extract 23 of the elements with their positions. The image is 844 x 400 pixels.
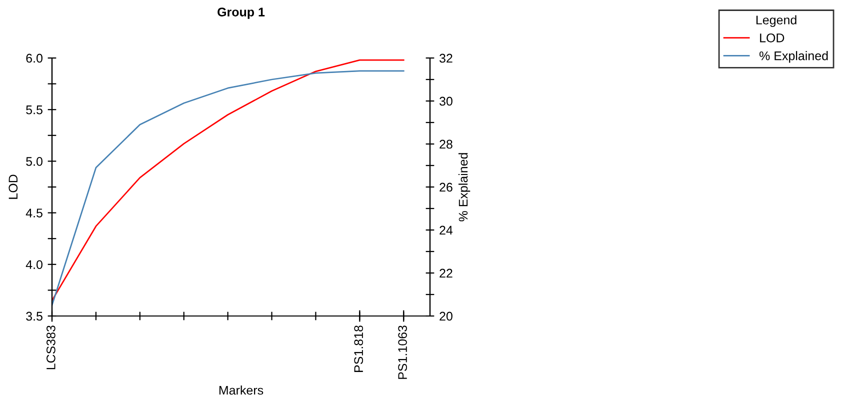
y2-tick-label: 20 <box>440 312 452 321</box>
y2-axis-title: % Explained <box>458 153 470 222</box>
y2-tick-label: 26 <box>440 182 452 192</box>
y-tick-label: 3.5 <box>26 312 42 321</box>
y2-tick-label: 30 <box>440 96 452 106</box>
y-axis-title: LOD <box>8 174 18 199</box>
legend-label: % Explained <box>759 51 828 63</box>
x-axis-title: Markers <box>219 385 264 395</box>
chart-title: Group 1 <box>218 8 265 19</box>
y2-tick-label: 24 <box>440 226 453 235</box>
x-tick-label: PS1.818 <box>354 326 364 372</box>
x-tick-label: PS1.1063 <box>398 326 407 379</box>
y-tick-label: 6.0 <box>26 54 42 63</box>
legend-title: Legend <box>756 15 796 27</box>
y2-tick-label: 28 <box>440 140 452 149</box>
y2-tick-label: 22 <box>440 268 452 278</box>
y2-tick-label: 32 <box>440 54 452 63</box>
y-tick-label: 5.0 <box>26 157 42 166</box>
y-tick-label: 4.0 <box>26 260 42 270</box>
legend-label: LOD <box>760 33 784 42</box>
x-tick-label: LCS383 <box>46 326 56 370</box>
y-tick-label: 4.5 <box>26 208 42 218</box>
y-tick-label: 5.5 <box>26 106 42 114</box>
